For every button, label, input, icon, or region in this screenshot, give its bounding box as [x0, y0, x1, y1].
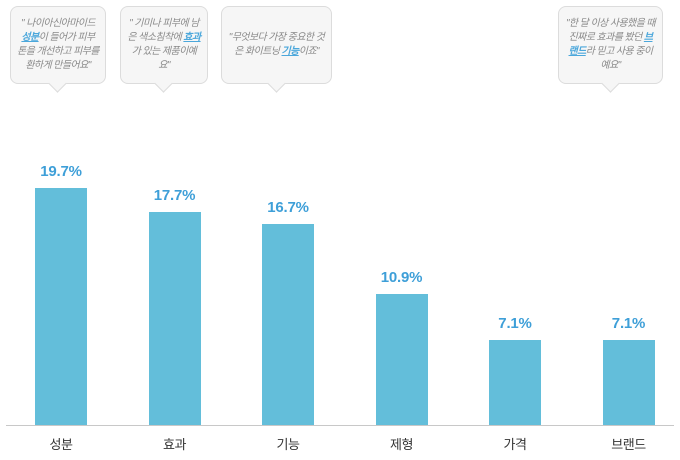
- category-label: 성분: [49, 437, 73, 452]
- callout-brand: "한 달 이상 사용했을 때 진짜로 효과를 봤던 브랜드라 믿고 사용 중이예…: [558, 6, 663, 93]
- callout-function-text: "무엇보다 가장 중요한 것은 화이트닝 기능이죠": [228, 32, 325, 57]
- callout-function: "무엇보다 가장 중요한 것은 화이트닝 기능이죠": [221, 6, 332, 93]
- callout-ingredient-text: " 나이아신아마이드 성분이 들어가 피부 톤을 개선하고 피부를 환하게 만들…: [17, 18, 99, 71]
- bar-value-label: 19.7%: [40, 163, 82, 180]
- bar-rect: [602, 340, 655, 425]
- bar-rect: [375, 294, 428, 425]
- x-axis-line: [6, 425, 674, 426]
- bar-rect: [262, 224, 314, 425]
- bar-rect: [35, 188, 87, 425]
- callout-effect-text: " 기미나 피부에 남은 색소침착에 효과가 있는 제품이예요": [127, 18, 201, 71]
- bar-value-label: 16.7%: [267, 199, 309, 216]
- bar-value-label: 17.7%: [153, 187, 196, 204]
- bar-value-label: 7.1%: [611, 315, 646, 332]
- category-label: 가격: [503, 437, 527, 452]
- bar-rect: [489, 340, 541, 425]
- callout-brand-text: "한 달 이상 사용했을 때 진짜로 효과를 봤던 브랜드라 믿고 사용 중이예…: [565, 18, 656, 71]
- category-label: 효과: [163, 437, 186, 452]
- callout-effect: " 기미나 피부에 남은 색소침착에 효과가 있는 제품이예요": [120, 6, 208, 93]
- bar-rect: [148, 212, 201, 425]
- bar-value-label: 10.9%: [380, 269, 423, 286]
- category-label: 기능: [276, 437, 300, 452]
- category-label: 제형: [390, 437, 413, 452]
- callout-ingredient: " 나이아신아마이드 성분이 들어가 피부 톤을 개선하고 피부를 환하게 만들…: [10, 6, 106, 93]
- bar-value-label: 7.1%: [498, 315, 532, 332]
- category-label: 브랜드: [611, 437, 646, 452]
